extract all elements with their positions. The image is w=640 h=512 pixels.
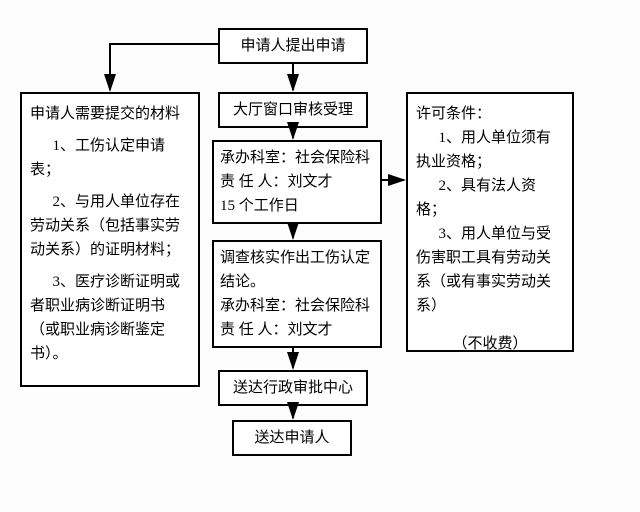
materials-box: 申请人需要提交的材料 1、工伤认定申请表； 2、与用人单位存在劳动关系（包括事实… (20, 92, 200, 387)
step-window-review-label: 大厅窗口审核受理 (233, 102, 353, 118)
conditions-item-3: 3、用人单位与受伤害职工具有劳动关系（或有事实劳动关系） (416, 222, 564, 318)
step-send-admin: 送达行政审批中心 (218, 370, 368, 406)
step-send-admin-label: 送达行政审批中心 (233, 380, 353, 396)
step-apply: 申请人提出申请 (218, 28, 368, 64)
conditions-item-1: 1、用人单位须有执业资格； (416, 126, 564, 174)
investigate-l3: 责 任 人：刘文才 (220, 318, 374, 342)
step-send-applicant-label: 送达申请人 (254, 430, 329, 446)
step-dept-review: 承办科室：社会保险科 责 任 人：刘文才 15 个工作日 (212, 140, 382, 224)
step-investigate: 调查核实作出工伤认定结论。 承办科室：社会保险科 责 任 人：刘文才 (212, 240, 382, 348)
dept-review-l3: 15 个工作日 (220, 194, 374, 218)
conditions-box: 许可条件： 1、用人单位须有执业资格； 2、具有法人资格； 3、用人单位与受伤害… (406, 92, 574, 352)
conditions-note: （不收费） (416, 332, 564, 356)
dept-review-l1: 承办科室：社会保险科 (220, 146, 374, 170)
investigate-l2: 承办科室：社会保险科 (220, 294, 374, 318)
materials-title: 申请人需要提交的材料 (30, 102, 190, 126)
investigate-l1: 调查核实作出工伤认定结论。 (220, 246, 374, 294)
conditions-item-2: 2、具有法人资格； (416, 174, 564, 222)
materials-item-1: 1、工伤认定申请表； (30, 134, 190, 182)
step-apply-label: 申请人提出申请 (240, 38, 345, 54)
dept-review-l2: 责 任 人：刘文才 (220, 170, 374, 194)
materials-item-2: 2、与用人单位存在劳动关系（包括事实劳动关系）的证明材料； (30, 190, 190, 262)
step-window-review: 大厅窗口审核受理 (218, 92, 368, 128)
conditions-title: 许可条件： (416, 102, 564, 126)
materials-item-3: 3、医疗诊断证明或者职业病诊断证明书（或职业病诊断鉴定书）。 (30, 270, 190, 366)
step-send-applicant: 送达申请人 (232, 420, 352, 456)
